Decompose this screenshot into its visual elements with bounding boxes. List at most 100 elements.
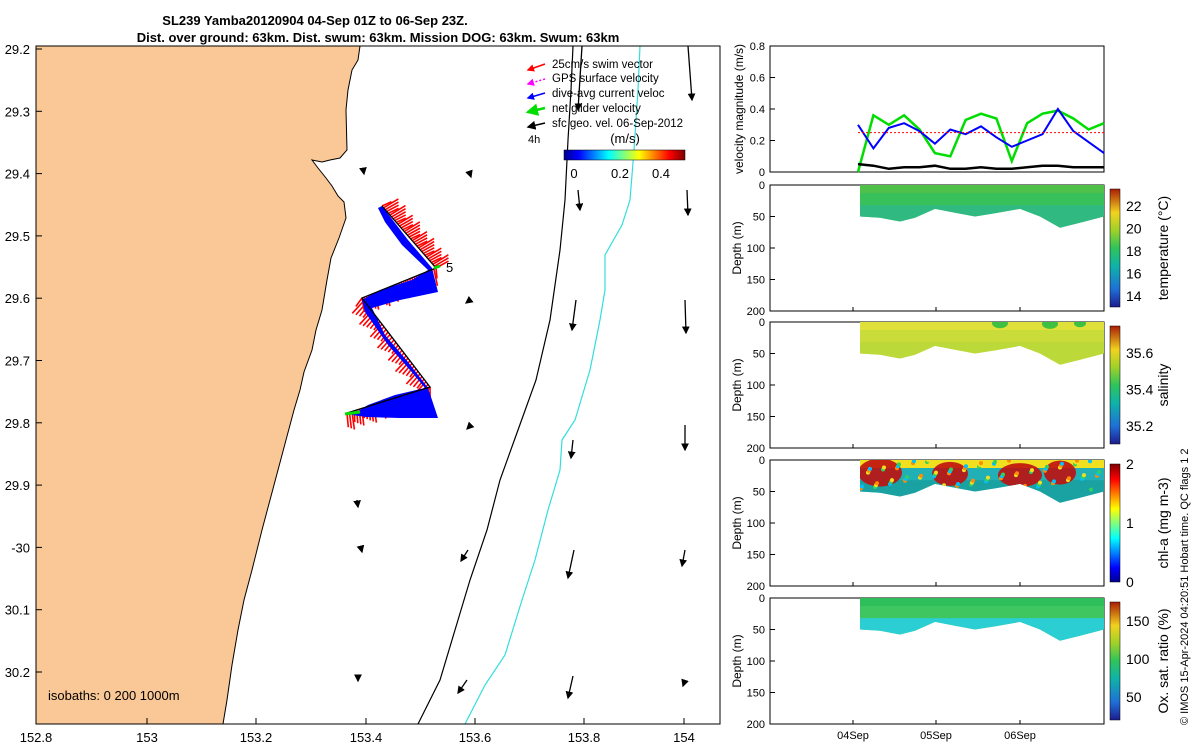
map-panel: 5 isobaths: 0 200 1000m 152.8 153 153.2 153… (5, 42, 721, 745)
blue-arrow-icon (526, 92, 546, 100)
map-x-tick-label: 154 (673, 730, 695, 745)
swim-vector (346, 412, 350, 428)
colorbar-tick-label: 35.6 (1126, 345, 1153, 361)
depth-y-tick-label: 100 (747, 656, 765, 668)
swim-vector (410, 233, 421, 240)
geo-velocity-arrow (457, 679, 468, 695)
map-x-tick-label: 153.8 (568, 730, 601, 745)
swim-vector (376, 334, 391, 349)
swim-vector (395, 217, 407, 224)
map-x-tick-label: 153.4 (350, 730, 383, 745)
swim-vector (405, 365, 415, 377)
isobaths-label: isobaths: 0 200 1000m (48, 688, 180, 703)
swim-vector (397, 214, 414, 225)
map-x-tick-label: 153.2 (240, 730, 273, 745)
depth-y-tick-label: 0 (759, 180, 765, 192)
depth-y-tick-label: 200 (747, 443, 765, 455)
colorbar-tick-label: 35.4 (1126, 382, 1153, 398)
geo-velocity-arrow (460, 549, 469, 563)
depth-panel: 0 50 100 150 200 Depth (m) 35.2 35.4 35.6salinit… (730, 317, 1171, 455)
colorbar-tick-label: 18 (1126, 243, 1142, 259)
geo-velocity-arrow (465, 169, 473, 179)
swim-vector (412, 376, 423, 388)
colorbar-tick-label: 2 (1126, 456, 1134, 472)
swim-vector (403, 221, 421, 233)
depth-y-tick-label: 50 (753, 625, 765, 637)
depth-y-tick-label: 50 (753, 349, 765, 361)
depth-panel: 0 50 100 150 200 Depth (m) 50 100 150 Ox. sat. ra… (730, 593, 1171, 731)
colorbar-tick-label: 150 (1126, 613, 1150, 629)
depth-y-tick-label: 150 (747, 550, 765, 562)
speed-colorbar-tick-2: 0.4 (652, 166, 670, 181)
swim-vector (355, 297, 363, 307)
net-glider-track-line (346, 205, 438, 414)
geo-velocity-arrow (679, 549, 688, 568)
depth-ylabel: Depth (m) (730, 358, 744, 411)
section-heatmap (860, 322, 1104, 365)
swim-vector (387, 347, 401, 361)
colorbar-label: chl-a (mg m-3) (1155, 477, 1171, 568)
geo-velocity-arrow (353, 499, 361, 509)
swim-vector (400, 220, 414, 229)
map-y-tick-label: 30.2 (5, 665, 30, 680)
speed-colorbar (563, 149, 686, 161)
velocity-y-tick-label: 0.2 (750, 136, 765, 148)
isobath-200m (417, 46, 574, 724)
depth-y-tick-label: 200 (747, 306, 765, 318)
magenta-dotted-arrow-icon (526, 78, 546, 86)
green-arrow-icon (525, 103, 546, 116)
swim-vector (413, 234, 428, 244)
swim-vector (426, 247, 442, 258)
map-y-tick-label: 29.6 (5, 291, 30, 306)
time-tick-04sep: 04Sep (837, 730, 869, 742)
geo-velocity-arrow (359, 166, 367, 176)
isobath-1000m (464, 46, 641, 724)
speed-colorbar-tick-0: 0 (570, 166, 577, 181)
geo-velocity-arrow (574, 46, 583, 112)
geo-velocity-arrow (575, 189, 584, 212)
speed-colorbar-tick-1: 0.2 (611, 166, 629, 181)
colorbar-label: Ox. sat. ratio (%) (1155, 608, 1171, 713)
map-y-ticks: 29.2 29.3 29.4 29.5 29.6 29.7 29.8 29.9 -30 30.1 3… (5, 42, 42, 680)
time-x-ticks: 04Sep 05Sep 06Sep (837, 730, 1036, 742)
swim-vector (430, 256, 442, 264)
swim-vector (418, 237, 435, 249)
colorbar-label: temperature (°C) (1155, 196, 1171, 300)
map-y-tick-label: 29.2 (5, 42, 30, 57)
net-velocity-vector (344, 410, 361, 416)
legend-swim-vector: 25cm/s swim vector (552, 59, 653, 71)
colorbar-tick-label: 14 (1126, 288, 1142, 304)
swim-vector (348, 412, 353, 429)
swim-vector (388, 207, 399, 215)
geo-velocity-arrow (466, 421, 475, 430)
map-y-tick-label: 29.5 (5, 229, 30, 244)
depth-y-tick-label: 100 (747, 380, 765, 392)
geo-velocity-arrow (356, 544, 365, 554)
swim-vector (402, 224, 414, 231)
map-x-tick-label: 153 (136, 730, 158, 745)
swim-vector (434, 257, 449, 267)
map-legend: 25cm/s swim vector GPS surface velocity … (525, 59, 686, 181)
colorbar-tick-label: 50 (1126, 689, 1142, 705)
time-tick-06sep: 06Sep (1004, 730, 1036, 742)
velocity-series-line (857, 162, 1104, 171)
legend-dive-avg-velocity: dive-avg current veloc (552, 88, 665, 100)
swim-vector (411, 231, 428, 242)
swim-vector (427, 250, 442, 260)
swim-vector (422, 247, 435, 255)
figure-title-line-2: Dist. over ground: 63km. Dist. swum: 63k… (137, 30, 620, 45)
land-mass (36, 46, 360, 724)
swim-vector (391, 349, 403, 363)
velocity-y-tick-label: 0.4 (750, 104, 765, 116)
depth-y-tick-label: 0 (759, 455, 765, 467)
velocity-ylabel: velocity magnitude (m/s) (732, 44, 746, 174)
geo-velocity-arrow (683, 189, 692, 217)
swim-vector (432, 254, 449, 266)
velocity-panel: 0 0.2 0.4 0.6 0.8 velocity magnitude (m/s) (732, 41, 1105, 179)
swim-vector (433, 268, 439, 286)
colorbar-tick-label: 100 (1126, 651, 1150, 667)
depth-y-tick-label: 50 (753, 487, 765, 499)
depth-ylabel: Depth (m) (730, 634, 744, 687)
depth-y-tick-label: 200 (747, 581, 765, 593)
